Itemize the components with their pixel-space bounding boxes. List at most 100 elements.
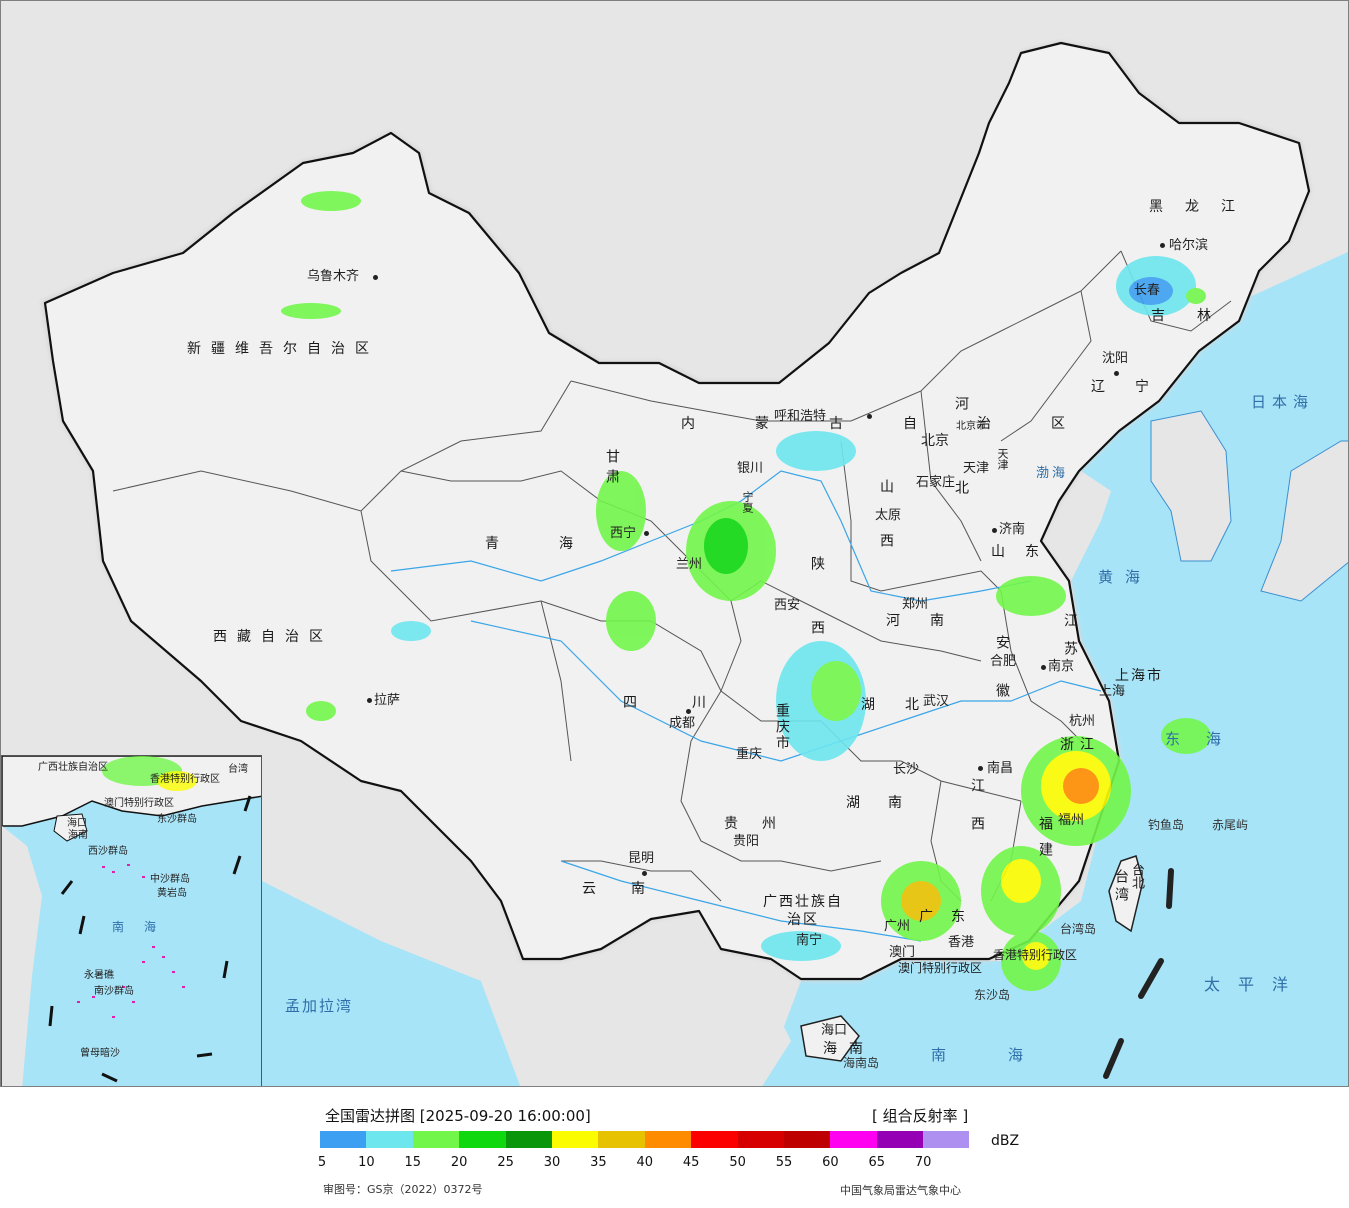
province-label-shandong: 山东: [991, 544, 1059, 560]
city-label-chongqing: 重庆: [736, 747, 763, 762]
city-label-wuhan: 武汉: [923, 694, 950, 709]
city-label-xining: 西宁: [610, 526, 637, 541]
legend-tick-label: 45: [682, 1155, 700, 1170]
city-label-haikou: 海口: [821, 1023, 848, 1038]
legend-tick-label: 60: [822, 1155, 839, 1170]
city-label-nanchang: 南昌: [987, 761, 1014, 776]
city-dot-nanjing: [1041, 665, 1046, 670]
city-label-tianjin: 天津: [963, 461, 990, 476]
city-dot-lhasa: [367, 698, 372, 703]
legend-tick-label: 35: [590, 1155, 607, 1170]
city-label-urumqi: 乌鲁木齐: [307, 269, 360, 284]
inset-label-nansha: 南沙群岛: [94, 986, 134, 997]
legend-tick-label: 70: [914, 1155, 932, 1170]
inset-label-zengmu: 曾母暗沙: [80, 1048, 120, 1059]
china-radar-map[interactable]: 新疆维吾尔自治区 西藏自治区 青海 甘肃 内蒙古自治区 黑龙江 吉林 辽宁 河北…: [0, 0, 1349, 1087]
inset-canvas: [2, 756, 261, 1086]
color-swatch: [830, 1131, 877, 1148]
sea-label-japan-sea: 日本海: [1251, 393, 1315, 411]
province-label-hubei: 湖北: [861, 697, 949, 713]
province-label-guangxi: 广西壮族自治区: [763, 894, 843, 928]
color-swatch: [876, 1131, 924, 1148]
city-dot-chengdu: [686, 709, 691, 714]
province-label-tianjin: 天津: [996, 448, 1009, 470]
city-dot-jinan: [992, 528, 997, 533]
province-label-qinghai: 青海: [485, 536, 633, 552]
legend-tick-label: 20: [450, 1155, 468, 1170]
legend-tick-label: 55: [775, 1155, 793, 1170]
sea-boundary-segments: [1103, 868, 1174, 1079]
legend-tick-label: 5: [317, 1155, 327, 1170]
city-label-hangzhou: 杭州: [1069, 714, 1096, 729]
province-label-fujian: 福建: [1037, 816, 1053, 868]
color-swatch: [412, 1131, 460, 1148]
city-label-jinan: 济南: [999, 522, 1026, 537]
color-swatch: [320, 1131, 367, 1148]
legend-unit: dBZ: [991, 1133, 1020, 1149]
legend-tick-label: 40: [636, 1155, 654, 1170]
province-label-jilin: 吉林: [1151, 308, 1243, 324]
city-dot-hohhot: [867, 414, 872, 419]
city-label-kunming: 昆明: [628, 851, 655, 866]
city-label-hongkong: 香港: [948, 935, 975, 950]
color-swatch: [551, 1131, 599, 1148]
city-label-taiyuan: 太原: [875, 508, 902, 523]
color-swatch: [366, 1131, 413, 1148]
color-swatch: [644, 1131, 692, 1148]
city-label-nanjing: 南京: [1048, 659, 1075, 674]
city-label-guangzhou: 广州: [884, 919, 911, 934]
legend-tick-label: 65: [868, 1155, 886, 1170]
province-label-shaanxi: 陕西: [809, 556, 825, 684]
province-label-chongqing: 重庆市: [774, 703, 790, 751]
legend-tick-label: 15: [404, 1155, 422, 1170]
city-label-lhasa: 拉萨: [374, 693, 401, 708]
province-label-xizang: 西藏自治区: [213, 629, 333, 645]
city-label-shenyang: 沈阳: [1102, 351, 1129, 366]
inset-label-yongshu: 永暑礁: [84, 970, 114, 981]
city-label-nanning: 南宁: [796, 933, 823, 948]
sea-label-yellow-sea: 黄海: [1098, 568, 1153, 586]
city-label-yinchuan: 银川: [737, 461, 764, 476]
legend-title: 全国雷达拼图 [2025-09-20 16:00:00]: [325, 1107, 591, 1125]
province-label-henan: 河南: [886, 613, 974, 629]
inset-label-haikou: 海口: [67, 818, 87, 829]
taiwan-land: [1108, 855, 1144, 933]
japan-sea-area: [1181, 251, 1348, 431]
region-label-hongkong-sar: 香港特别行政区: [993, 948, 1078, 962]
producer-org: 中国气象局雷达气象中心: [840, 1184, 961, 1197]
city-dot-urumqi: [373, 275, 378, 280]
inset-label-guangxi: 广西壮族自治区: [38, 762, 108, 773]
city-dot-nanchang: [978, 766, 983, 771]
city-label-changsha: 长沙: [893, 762, 920, 777]
city-label-guiyang: 贵阳: [733, 834, 760, 849]
province-label-hainan: 海南: [823, 1041, 875, 1057]
korea-land: [1150, 410, 1232, 562]
city-label-xian: 西安: [774, 598, 801, 613]
inset-label-huangyan: 黄岩岛: [157, 888, 187, 899]
region-label-macau-sar: 澳门特别行政区: [898, 961, 983, 975]
city-label-beijing: 北京: [921, 433, 949, 449]
legend-tick-label: 50: [729, 1155, 746, 1170]
sea-label-east-sea: 东海: [1165, 730, 1248, 748]
city-dot-shenyang: [1114, 371, 1119, 376]
sea-label-pacific: 太平洋: [1204, 975, 1307, 994]
radar-echoes: [281, 191, 1211, 991]
province-label-sichuan: 四川: [623, 695, 761, 711]
city-label-changchun: 长春: [1134, 283, 1161, 298]
province-label-beijing: 北京市: [956, 421, 986, 432]
province-label-zhejiang: 浙江: [1060, 737, 1100, 753]
bay-of-bengal-area: [262, 881, 521, 1086]
legend-tick-label: 30: [543, 1155, 561, 1170]
map-review-number: 审图号：GS京（2022）0372号: [323, 1183, 483, 1196]
province-label-shanxi: 山西: [878, 479, 894, 587]
sea-label-bay-of-bengal: 孟加拉湾: [285, 997, 354, 1015]
inset-label-hongkong: 香港特别行政区: [150, 774, 220, 785]
province-label-hunan: 湖南: [846, 795, 930, 811]
province-label-ningxia: 宁夏: [741, 491, 754, 513]
city-label-fuzhou: 福州: [1058, 813, 1085, 828]
province-label-neimenggu: 内蒙古自治区: [681, 416, 1125, 432]
legend-tick-label: 25: [497, 1155, 514, 1170]
province-label-anhui: 安徽: [994, 635, 1010, 731]
color-swatch: [923, 1131, 970, 1148]
